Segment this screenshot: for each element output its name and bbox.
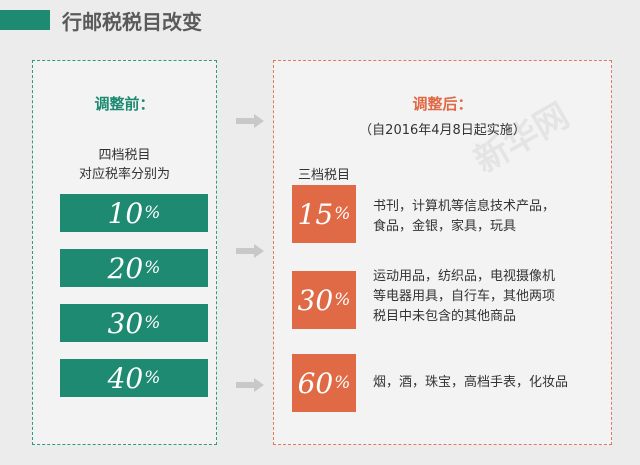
after-rate-1: 15% — [292, 185, 356, 243]
effective-date-note: （自2016年4月8日起实施） — [359, 123, 526, 138]
after-panel: 新华网 调整后： （自2016年4月8日起实施） 三档税目 15% 书刊，计算机… — [273, 60, 612, 445]
arrow-right-icon — [236, 378, 264, 392]
after-rate-2: 30% — [292, 271, 356, 329]
before-rate-3: 30% — [60, 304, 208, 342]
before-heading: 调整前： — [94, 95, 155, 113]
after-rate-2-items: 运动用品，纺织品，电视摄像机 等电器用具，自行车，其他两项 税目中未包含的其他商… — [373, 269, 556, 324]
arrow-right-icon — [236, 244, 264, 258]
before-subtitle-line1: 四档税目 — [98, 148, 151, 163]
before-panel: 调整前： 四档税目 对应税率分别为 10% 20% 30% 40% — [32, 60, 217, 445]
after-rate-3: 60% — [292, 354, 356, 412]
page-title: 行邮税税目改变 — [62, 10, 202, 34]
before-rate-2: 20% — [60, 249, 208, 287]
before-rate-4: 40% — [60, 359, 208, 397]
title-accent-bar — [0, 10, 50, 30]
before-rate-1: 10% — [60, 194, 208, 232]
arrow-right-icon — [236, 114, 264, 128]
after-rate-1-items: 书刊，计算机等信息技术产品， 食品，金银，家具，玩具 — [373, 199, 556, 234]
after-rate-3-items: 烟，酒，珠宝，高档手表，化妆品 — [373, 375, 569, 390]
before-subtitle: 四档税目 对应税率分别为 — [33, 146, 216, 184]
after-heading: 调整后： — [412, 95, 473, 113]
after-subtitle: 三档税目 — [298, 168, 351, 183]
before-subtitle-line2: 对应税率分别为 — [78, 167, 170, 182]
